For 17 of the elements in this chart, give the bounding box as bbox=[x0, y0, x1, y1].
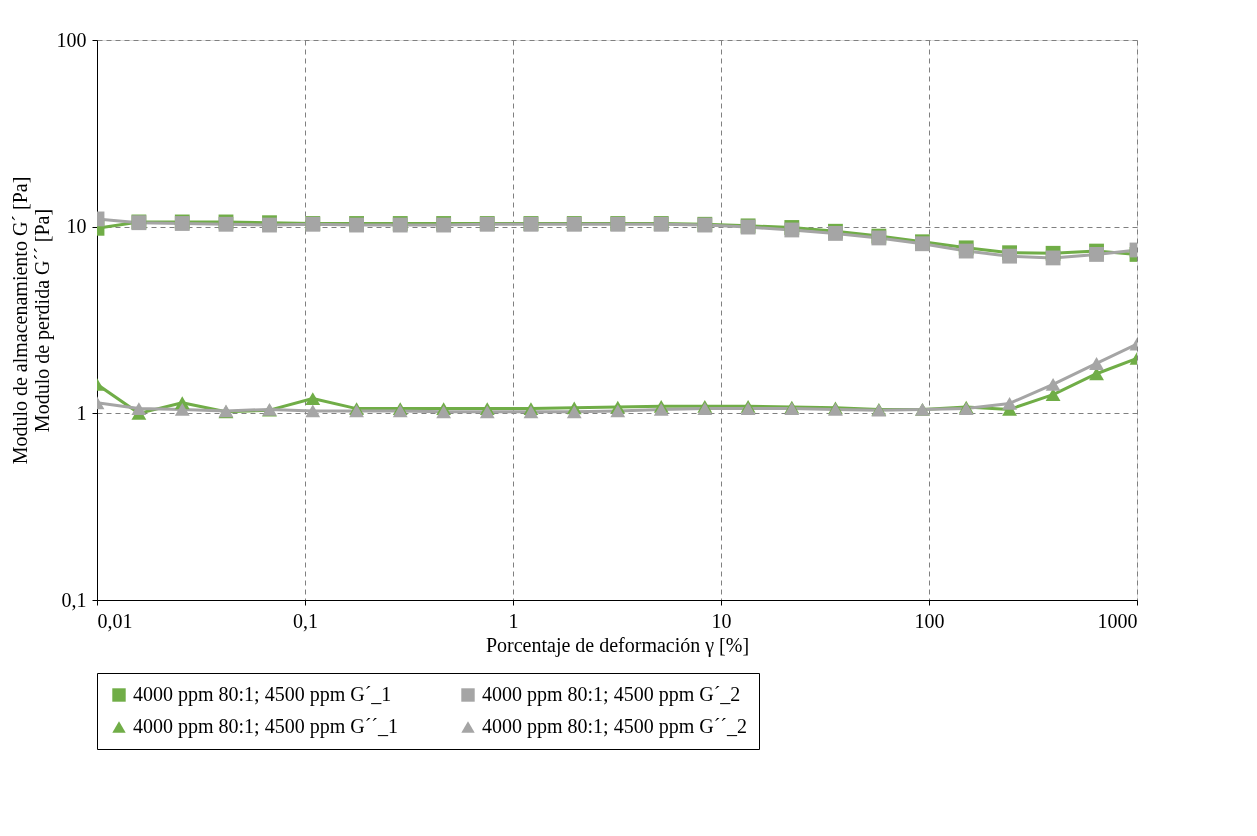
x-tick-label: 1 bbox=[508, 609, 519, 632]
y-tick-label: 100 bbox=[56, 28, 87, 51]
x-tick-label: 1000 bbox=[1097, 609, 1138, 632]
x-tick-label: 100 bbox=[914, 609, 945, 632]
text: Modulo de almacenamiento G´ [Pa] bbox=[8, 176, 31, 465]
x-tick-label: 0,01 bbox=[97, 609, 133, 632]
y-tick-label: 0,1 bbox=[61, 588, 87, 611]
x-tick-label: 0,1 bbox=[293, 609, 318, 632]
y-tick-label: 10 bbox=[66, 215, 87, 238]
legend-label: 4000 ppm 80:1; 4500 ppm G´_2 bbox=[482, 683, 741, 706]
legend-label: 4000 ppm 80:1; 4500 ppm G´´_1 bbox=[133, 715, 398, 738]
x-tick-label: 10 bbox=[711, 609, 732, 632]
y-tick-label: 1 bbox=[76, 401, 87, 424]
x-axis-title: Porcentaje de deformación γ [%] bbox=[485, 633, 750, 657]
legend-label: 4000 ppm 80:1; 4500 ppm G´_1 bbox=[133, 683, 392, 706]
legend-label: 4000 ppm 80:1; 4500 ppm G´´_2 bbox=[482, 715, 747, 738]
text: Modulo de perdida G´´ [Pa] bbox=[30, 208, 53, 433]
